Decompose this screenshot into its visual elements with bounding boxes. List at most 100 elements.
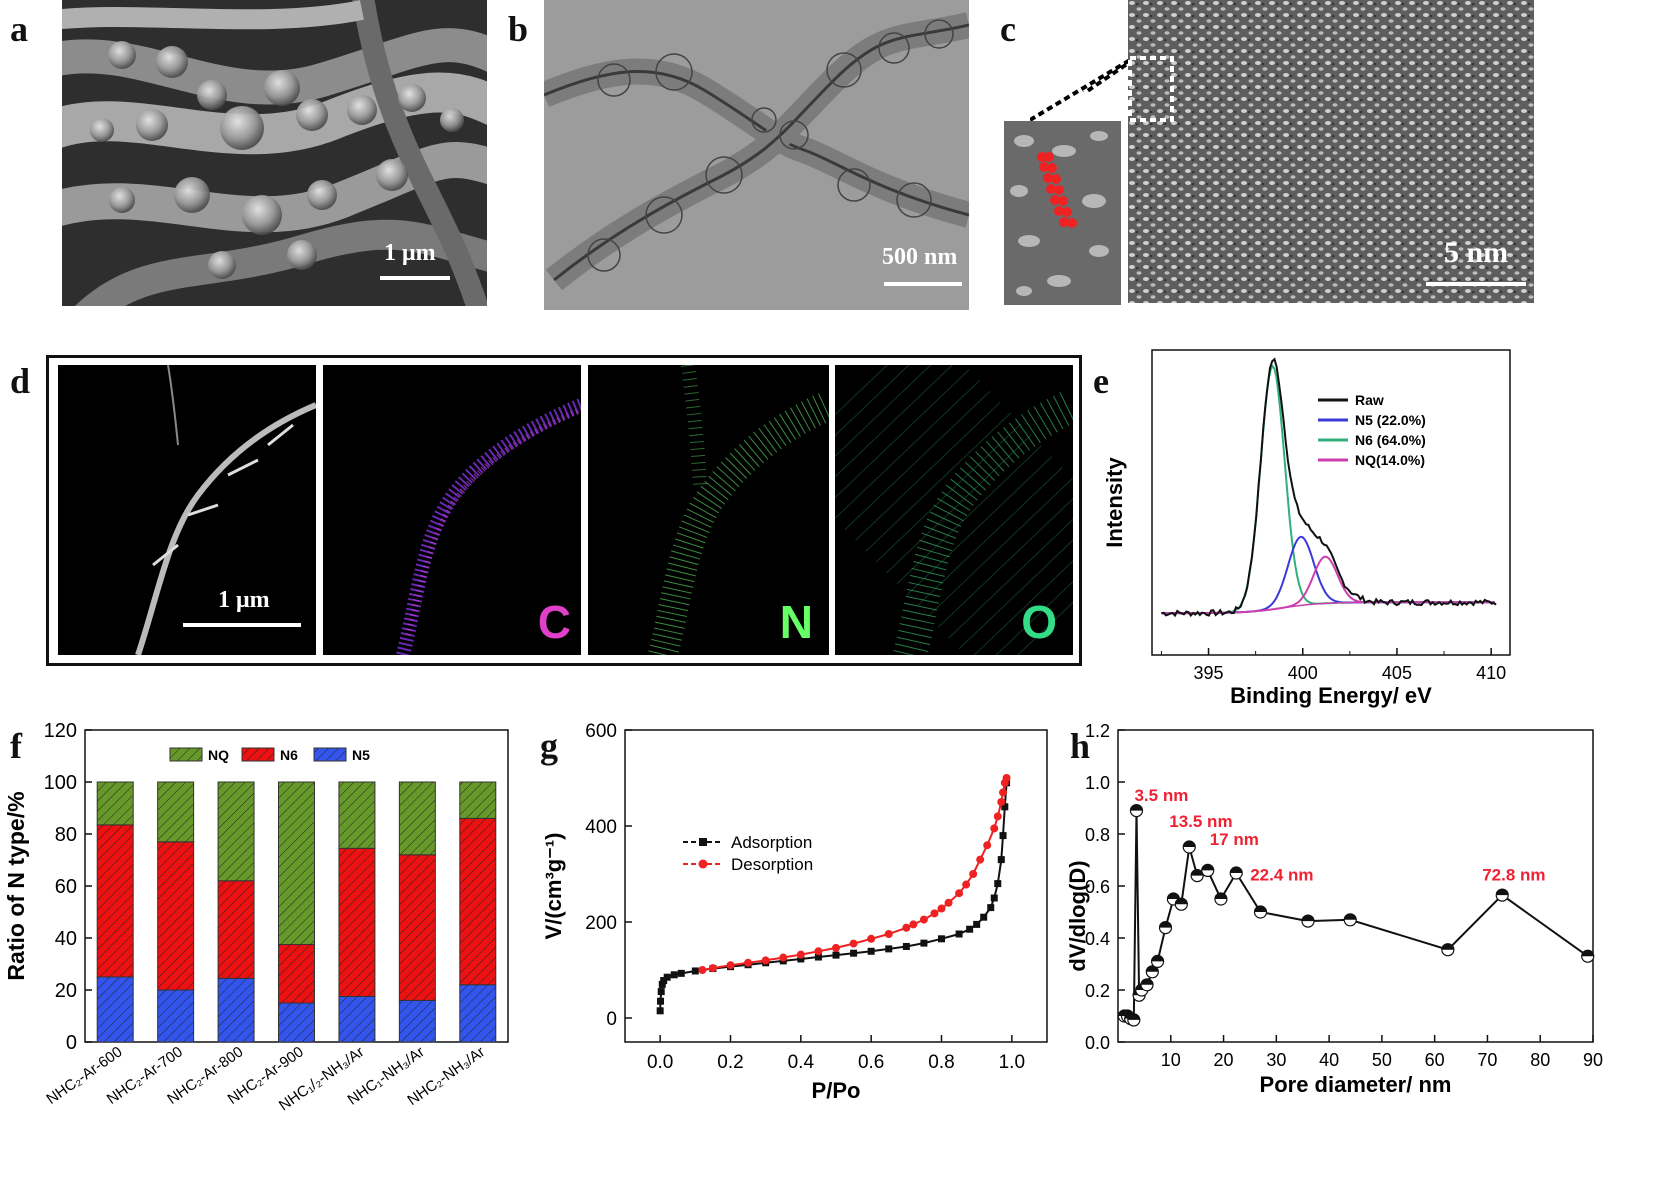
data-point-adsorption (997, 856, 1005, 864)
data-point-desorption (944, 898, 953, 907)
fit-peak-n6 (1161, 364, 1495, 615)
legend-label: N6 (280, 747, 298, 763)
scale-bar-b (884, 282, 962, 286)
data-point-adsorption (670, 971, 678, 979)
data-point-desorption (698, 966, 707, 974)
x-tick-label: 0.0 (647, 1052, 673, 1073)
legend-label: NQ(14.0%) (1355, 452, 1425, 468)
data-point-adsorption (938, 935, 945, 943)
y-axis-label: dV/dlog(D) (1065, 860, 1090, 971)
data-point-adsorption (663, 973, 671, 981)
data-point-adsorption (658, 980, 666, 988)
data-point-adsorption (832, 951, 840, 959)
bar-nq (398, 781, 436, 856)
bar-n5 (338, 996, 376, 1043)
y-tick-label: 60 (55, 876, 77, 898)
tem-image-graphic (544, 0, 969, 310)
data-point-desorption (779, 953, 788, 962)
data-point-desorption (761, 956, 770, 965)
y-tick-label: 0 (66, 1032, 77, 1054)
x-tick-label: 410 (1476, 663, 1506, 683)
y-tick-label: 0.0 (1085, 1033, 1110, 1053)
legend-label: NQ (208, 747, 229, 763)
series-line-adsorption (659, 782, 1008, 1011)
x-axis-label: Binding Energy/ eV (1230, 683, 1432, 708)
annotation-label: 3.5 nm (1134, 786, 1188, 805)
y-tick-label: 400 (585, 817, 617, 838)
scale-bar-c (1426, 282, 1526, 286)
bar-nq (157, 781, 195, 843)
data-point-desorption (884, 930, 893, 938)
x-tick-label: 0.2 (717, 1052, 743, 1073)
data-point-desorption (997, 798, 1006, 806)
annotation-label: 22.4 nm (1250, 865, 1313, 884)
x-tick-label: 70 (1477, 1050, 1497, 1070)
legend-swatch (241, 747, 275, 762)
data-point-desorption (726, 961, 735, 970)
data-point-desorption (744, 958, 753, 967)
x-tick-label: 405 (1382, 663, 1412, 683)
eds-carbon-graphic (396, 398, 581, 655)
data-point-fill (1496, 889, 1509, 896)
x-tick-label: 80 (1530, 1050, 1550, 1070)
data-point-adsorption (980, 913, 988, 921)
data-point-adsorption (994, 880, 1002, 888)
data-point-desorption (955, 889, 964, 898)
x-tick-label: 20 (1214, 1050, 1234, 1070)
data-point-fill (1141, 978, 1154, 985)
data-point-adsorption (920, 939, 928, 947)
series-line (1124, 810, 1589, 1022)
data-point-desorption (983, 841, 992, 850)
data-point-fill (1191, 869, 1204, 876)
bar-nq (459, 781, 497, 819)
legend-label: N5 (352, 747, 370, 763)
y-tick-label: 0 (606, 1009, 617, 1030)
data-point-desorption (930, 909, 939, 918)
fit-peak-nq14.0%) (1161, 555, 1495, 615)
data-point-desorption (993, 812, 1002, 821)
legend-label: Adsorption (731, 833, 812, 852)
data-point-adsorption (867, 947, 875, 955)
data-point-fill (1344, 913, 1357, 920)
chart-h-pore: 10 20 30 40 50 60 70 80 90 0.0 0.2 0.4 0.6 0.8 1.0 1.2 P… (1065, 721, 1603, 1097)
x-tick-label: 0.8 (928, 1052, 954, 1073)
data-point-fill (1302, 915, 1314, 922)
y-tick-label: 80 (55, 824, 77, 846)
sem-image: 1 μm (62, 0, 487, 306)
data-point-adsorption (955, 930, 963, 938)
y-axis-label: Ratio of N type/% (3, 791, 29, 980)
data-point-fill (1151, 955, 1164, 962)
data-point-adsorption (973, 920, 981, 928)
y-tick-label: 600 (585, 721, 617, 742)
bar-n6 (338, 847, 376, 997)
bar-n6 (398, 854, 436, 1001)
bar-n6 (157, 841, 195, 991)
panel-letter-g: g (540, 726, 558, 766)
legend-marker (699, 838, 707, 846)
bar-n6 (459, 817, 497, 986)
data-point-desorption (990, 824, 999, 833)
eds-label-o: O (1021, 596, 1057, 648)
eds-maps-frame: 1 μm C N O (46, 355, 1082, 666)
x-tick-label: 0.6 (858, 1052, 884, 1073)
scale-bar-d (183, 623, 301, 627)
eds-nitrogen-graphic (648, 365, 829, 655)
x-tick-label: 1.0 (999, 1052, 1025, 1073)
y-axis-label: V/(cm³g⁻¹) (541, 833, 566, 940)
y-tick-label: 1.2 (1085, 721, 1110, 741)
bar-n5 (96, 976, 134, 1043)
eds-label-n: N (779, 596, 813, 648)
data-point-desorption (849, 939, 858, 948)
x-axis-label: P/Po (812, 1078, 861, 1103)
annotation-label: 13.5 nm (1169, 812, 1232, 831)
data-point-adsorption (987, 904, 995, 912)
hrtem-image-graphic (1128, 0, 1534, 303)
data-point-desorption (999, 788, 1008, 797)
x-tick-label: 50 (1372, 1050, 1392, 1070)
y-tick-label: 0.8 (1085, 825, 1110, 845)
data-point-fill (1130, 804, 1143, 811)
scale-text-a: 1 μm (384, 240, 436, 266)
panel-letter-c: c (1000, 9, 1016, 49)
data-point-fill (1254, 906, 1267, 912)
data-point-fill (1214, 893, 1227, 899)
